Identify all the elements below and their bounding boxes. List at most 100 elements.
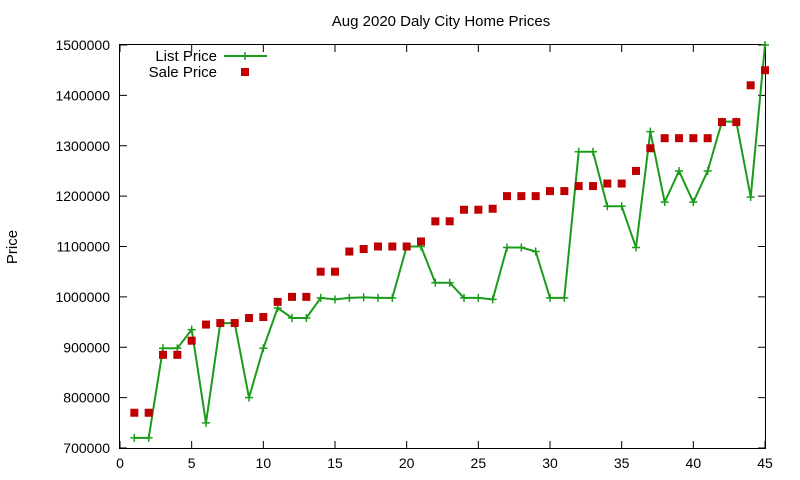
x-tick-label: 5 [188,455,196,471]
data-point [431,217,440,226]
y-tick-label: 900000 [63,339,110,355]
data-point [503,192,511,201]
data-point [517,243,526,252]
data-point [345,293,354,302]
x-tick-label: 45 [757,455,773,471]
data-point [503,243,511,252]
series-1 [130,66,769,417]
series-0 [130,41,769,442]
data-point [130,408,139,417]
data-point [388,242,397,251]
y-tick-label: 700000 [63,440,110,456]
data-point [374,293,382,302]
data-point [302,314,311,323]
data-point [288,314,296,323]
data-point [718,118,726,127]
data-point [316,267,325,276]
x-tick-label: 30 [542,455,558,471]
data-point [746,81,755,90]
data-point [173,350,182,359]
data-point [560,187,569,196]
data-point [531,192,540,201]
data-point [617,179,626,188]
y-axis-label: Price [4,230,21,264]
axis-ticks [119,44,766,449]
y-tick-label: 800000 [63,390,110,406]
legend-label-sale-price: Sale Price [149,64,217,81]
data-point [617,202,626,211]
y-tick-label: 1000000 [55,289,110,305]
data-point [144,408,153,417]
data-point [732,118,741,127]
legend: List Price Sale Price [149,48,267,81]
data-point [546,293,554,302]
series-layer [130,41,769,442]
data-point [202,418,210,427]
data-point [331,295,339,304]
data-point [245,314,253,323]
data-point [746,193,755,202]
x-tick-label: 20 [399,455,415,471]
data-point [431,278,440,287]
data-point [187,325,196,334]
data-point [474,205,483,214]
data-point [159,350,167,359]
data-point [345,247,354,256]
plot-frame [119,44,766,449]
legend-marker-list-price [241,52,249,60]
data-point [761,66,769,75]
data-point [130,433,139,442]
data-point [603,179,612,188]
x-tick-label: 35 [614,455,630,471]
data-point [374,242,382,251]
data-point [703,134,712,143]
data-point [488,204,497,213]
data-point [216,319,225,328]
y-tick-label: 1300000 [55,138,110,154]
data-point [531,247,540,256]
data-point [689,198,698,207]
data-point [187,336,196,345]
x-tick-label: 40 [686,455,702,471]
data-point [574,147,583,156]
data-point [417,237,425,246]
data-point [589,147,597,156]
data-point [245,393,253,402]
data-point [445,217,454,226]
data-point [202,320,210,329]
data-point [632,243,640,252]
data-point [560,293,569,302]
y-tick-label: 1100000 [57,239,111,255]
data-point [675,134,683,143]
data-point [445,278,454,287]
data-point [589,182,597,191]
data-point [574,182,583,191]
data-point [331,267,339,276]
data-point [660,198,669,207]
data-point [517,192,526,201]
data-point [488,295,497,304]
data-point [302,292,311,301]
data-point [359,293,368,302]
data-point [703,166,712,175]
data-point [646,144,655,153]
data-point [632,166,640,175]
axis-tick-labels: 0 5 10 15 20 25 30 35 40 45 700000 800000 900000 1000… [55,37,773,471]
data-point [316,293,325,302]
data-point [388,293,397,302]
data-point [460,205,468,214]
data-point [259,313,268,322]
data-point [646,127,655,136]
y-tick-label: 1500000 [55,37,110,53]
data-point [460,293,468,302]
legend-marker-sale-price [241,68,249,76]
data-point [689,134,698,143]
data-point [761,41,769,49]
data-point [660,134,669,143]
data-point [359,245,368,254]
chart-title: Aug 2020 Daly City Home Prices [332,13,550,30]
x-tick-label: 25 [471,455,487,471]
x-tick-label: 15 [327,455,343,471]
data-point [474,293,483,302]
